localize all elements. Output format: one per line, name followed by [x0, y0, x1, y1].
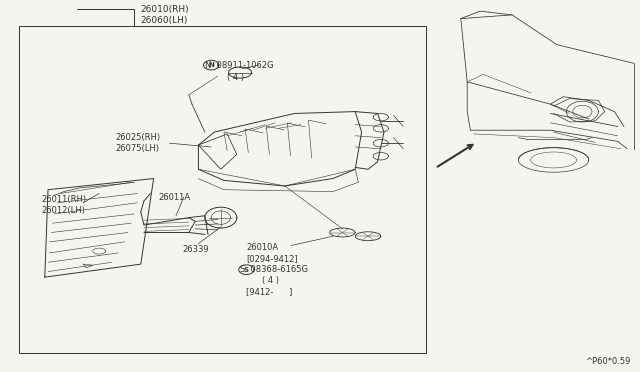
Text: N  08911-1062G: N 08911-1062G [205, 61, 273, 70]
Text: ( 4 ): ( 4 ) [262, 276, 280, 285]
Text: 26339: 26339 [182, 245, 209, 254]
Text: ( 4 ): ( 4 ) [227, 73, 244, 81]
Text: 26075(LH): 26075(LH) [115, 144, 159, 153]
Bar [19, 26, 426, 353]
Text: 26011(RH): 26011(RH) [42, 195, 87, 203]
Text: ^P60*0.59: ^P60*0.59 [585, 357, 630, 366]
Text: [9412-      ]: [9412- ] [246, 288, 292, 296]
Text: [0294-9412]: [0294-9412] [246, 254, 298, 263]
Text: 26012(LH): 26012(LH) [42, 206, 86, 215]
Text: S: S [244, 267, 249, 273]
Text: 26011A: 26011A [159, 193, 191, 202]
Text: 26025(RH): 26025(RH) [115, 133, 161, 142]
Text: 26010(RH): 26010(RH) [141, 5, 189, 14]
Text: N: N [208, 62, 214, 68]
Text: S  08368-6165G: S 08368-6165G [240, 265, 308, 274]
Text: 26010A: 26010A [246, 243, 278, 252]
Text: 26060(LH): 26060(LH) [141, 16, 188, 25]
